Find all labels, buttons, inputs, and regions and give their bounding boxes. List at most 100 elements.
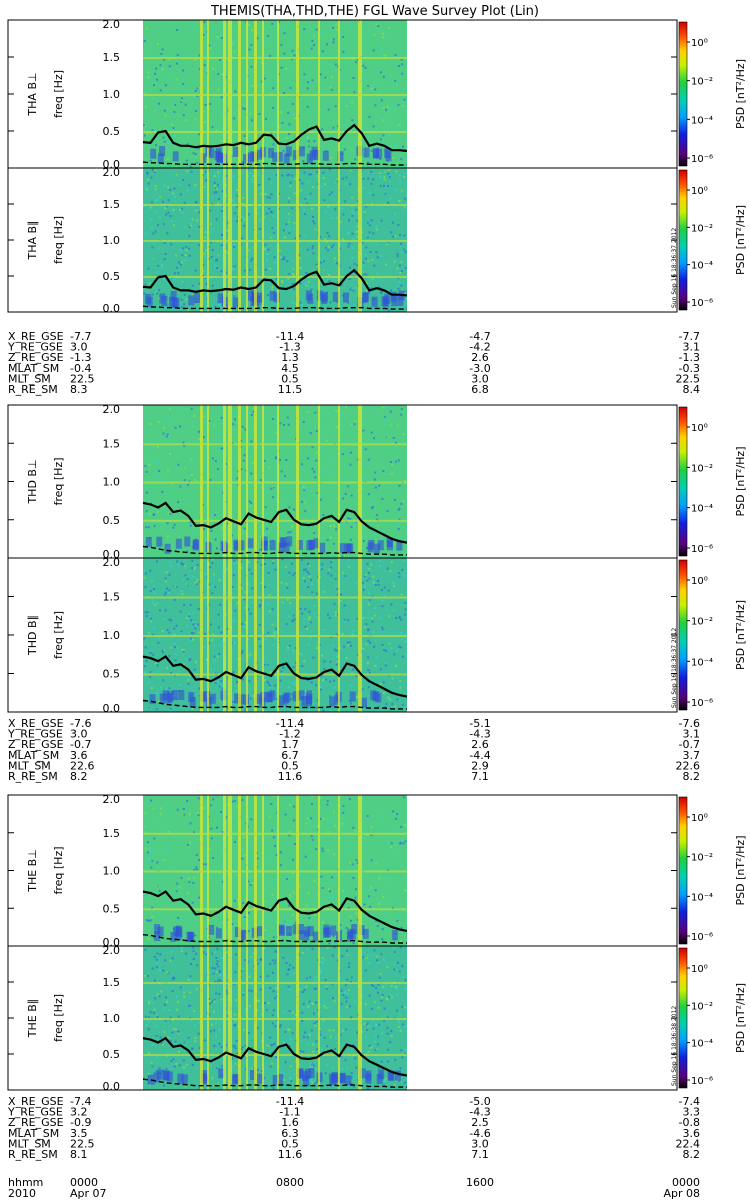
noise-speck (289, 896, 292, 899)
noise-speck (256, 962, 259, 965)
noise-speck (353, 91, 356, 94)
noise-speck (395, 441, 398, 444)
y-tick-label: 0.5 (103, 902, 121, 915)
noise-speck (265, 527, 268, 530)
noise-speck (202, 951, 205, 954)
noise-speck (163, 828, 166, 831)
noise-speck (282, 149, 285, 152)
noise-speck (158, 289, 161, 291)
noise-speck (381, 32, 384, 35)
low-freq-blotch (163, 1070, 169, 1081)
noise-speck (310, 835, 313, 838)
noise-speck (218, 440, 221, 443)
noise-speck (329, 536, 332, 539)
noise-speck (368, 599, 371, 602)
noise-speck (198, 282, 201, 285)
ephemeris-label: MLT_SM (8, 759, 51, 772)
noise-speck (183, 995, 186, 998)
ephemeris-value: -11.4 (276, 1095, 304, 1108)
noise-speck (208, 277, 211, 280)
noise-speck (145, 615, 148, 618)
noise-speck (168, 573, 171, 576)
noise-speck (291, 1032, 294, 1034)
noise-speck (366, 815, 369, 817)
noise-speck (311, 699, 314, 702)
noise-speck (150, 218, 153, 221)
noise-speck (281, 281, 284, 284)
noise-speck (291, 49, 294, 52)
noise-speck (333, 880, 336, 883)
noise-speck (173, 195, 176, 198)
noise-speck (313, 605, 316, 607)
noise-speck (356, 617, 359, 620)
noise-speck (326, 1063, 329, 1066)
noise-speck (161, 649, 164, 652)
noise-speck (389, 133, 391, 136)
noise-speck (351, 863, 354, 866)
noise-speck (225, 567, 228, 570)
tone-line (143, 204, 407, 206)
noise-speck (321, 887, 324, 889)
noise-speck (173, 523, 176, 526)
noise-speck (321, 308, 324, 311)
noise-speck (170, 619, 173, 622)
noise-speck (326, 800, 329, 803)
noise-speck (144, 948, 147, 951)
noise-speck (162, 432, 165, 435)
noise-speck (299, 266, 302, 269)
noise-speck (399, 271, 402, 274)
noise-speck (396, 812, 399, 815)
noise-speck (322, 268, 325, 271)
low-freq-blotch (188, 692, 195, 702)
noise-speck (291, 682, 294, 685)
noise-speck (313, 987, 316, 990)
noise-speck (369, 278, 372, 281)
noise-speck (226, 522, 229, 525)
noise-speck (234, 1063, 237, 1065)
noise-speck (192, 623, 195, 626)
noise-speck (197, 147, 200, 150)
noise-speck (336, 613, 339, 616)
noise-speck (398, 616, 401, 619)
noise-speck (264, 679, 267, 682)
noise-speck (334, 63, 337, 66)
low-freq-blotch (323, 924, 330, 935)
noise-speck (263, 900, 266, 903)
noise-speck (362, 264, 365, 267)
noise-speck (187, 877, 190, 880)
noise-speck (273, 632, 276, 635)
noise-speck (170, 1060, 173, 1063)
noise-speck (175, 1063, 178, 1065)
noise-speck (308, 618, 311, 621)
noise-speck (266, 680, 269, 683)
noise-speck (263, 586, 266, 588)
noise-speck (398, 124, 401, 127)
noise-speck (290, 1065, 292, 1068)
noise-speck (243, 854, 246, 857)
noise-speck (155, 476, 158, 479)
noise-speck (145, 510, 148, 513)
noise-speck (197, 608, 200, 610)
noise-speck (355, 582, 358, 585)
noise-speck (325, 77, 328, 80)
ephemeris-label: X_RE_GSE (8, 1095, 64, 1108)
noise-speck (270, 1062, 273, 1065)
noise-speck (179, 610, 182, 613)
noise-speck (147, 182, 150, 185)
noise-speck (325, 987, 328, 990)
noise-speck (179, 1032, 182, 1035)
noise-speck (388, 615, 391, 618)
low-freq-blotch (187, 931, 194, 942)
noise-speck (339, 534, 342, 537)
noise-speck (319, 688, 322, 691)
noise-speck (161, 263, 164, 266)
noise-speck (240, 439, 243, 442)
noise-speck (292, 574, 295, 577)
noise-speck (304, 499, 307, 502)
noise-speck (158, 995, 161, 998)
noise-speck (250, 818, 253, 821)
noise-speck (214, 305, 216, 308)
noise-speck (144, 124, 147, 127)
noise-speck (225, 1043, 228, 1046)
noise-speck (172, 526, 175, 529)
